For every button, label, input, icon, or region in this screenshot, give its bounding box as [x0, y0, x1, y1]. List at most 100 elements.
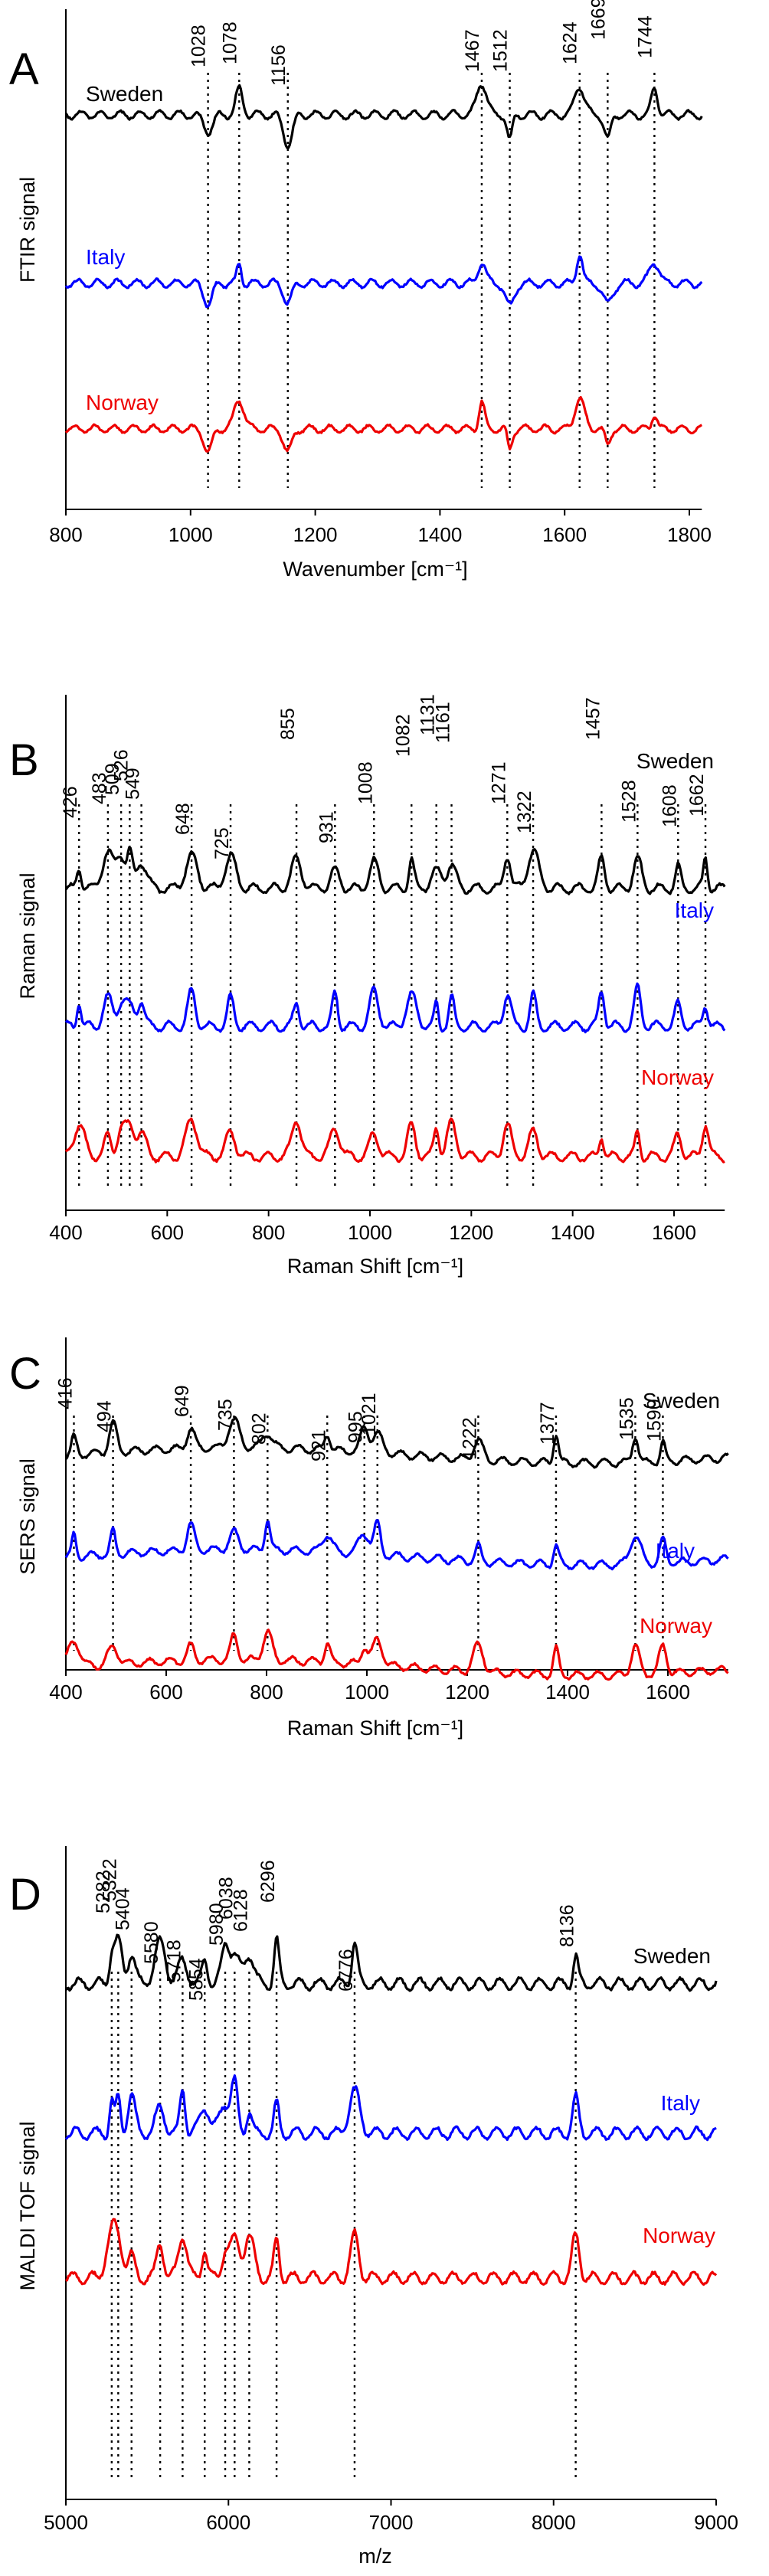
x-tick-label: 800: [250, 1681, 283, 1704]
peak-label: 1669: [587, 0, 609, 40]
x-tick-label: 1400: [417, 523, 462, 546]
peak-label: 509: [102, 763, 123, 795]
legend-italy: Italy: [661, 2091, 700, 2115]
series-sweden-trace: [64, 846, 726, 895]
legend-norway: Norway: [641, 1065, 714, 1089]
peak-label: 1608: [659, 784, 680, 827]
x-tick-label: 1600: [652, 1221, 696, 1244]
series-italy-trace: [64, 982, 726, 1033]
series-sweden-trace: [64, 83, 703, 149]
series-italy-trace: [64, 1519, 729, 1571]
peak-label: 8136: [557, 1904, 578, 1947]
x-tick-label: 1200: [445, 1681, 489, 1704]
legend-norway: Norway: [643, 2224, 715, 2247]
legend-norway: Norway: [640, 1614, 712, 1638]
x-tick-label: 1600: [646, 1681, 690, 1704]
x-tick-label: 6000: [206, 2511, 250, 2534]
series-italy-trace: [64, 2074, 717, 2142]
peak-label: 648: [172, 803, 194, 835]
legend-sweden: Sweden: [86, 82, 163, 106]
peak-label: 549: [123, 768, 144, 800]
peak-label: 1028: [188, 25, 210, 67]
x-tick-label: 1000: [345, 1681, 389, 1704]
peak-label: 1457: [582, 697, 604, 740]
peak-label: 1271: [488, 761, 509, 804]
peak-label: 5404: [113, 1887, 134, 1930]
peak-label: 1624: [560, 21, 581, 64]
x-tick-label: 1800: [667, 523, 712, 546]
x-axis-label: Wavenumber [cm⁻¹]: [283, 558, 467, 581]
legend-sweden: Sweden: [643, 1389, 720, 1412]
panel-letter-B: B: [9, 735, 39, 785]
legend-italy: Italy: [86, 245, 125, 269]
y-axis-label: FTIR signal: [16, 177, 39, 283]
legend-italy: Italy: [656, 1539, 695, 1563]
legend-norway: Norway: [86, 391, 159, 414]
peak-label: 426: [60, 786, 81, 818]
y-axis-label: Raman signal: [16, 872, 39, 999]
x-tick-label: 600: [151, 1221, 184, 1244]
peak-label: 5322: [99, 1858, 120, 1901]
x-tick-label: 9000: [694, 2511, 738, 2534]
legend-italy: Italy: [675, 898, 714, 922]
series-norway-trace: [64, 396, 703, 453]
x-tick-label: 1600: [542, 523, 587, 546]
peak-label: 6038: [215, 1877, 237, 1920]
peak-label: 5980: [206, 1903, 227, 1946]
peak-label: 526: [110, 749, 132, 781]
panel-letter-C: C: [9, 1349, 41, 1399]
peak-label: 1662: [686, 774, 708, 817]
peak-label: 1156: [268, 44, 290, 86]
x-tick-label: 1000: [169, 523, 213, 546]
peak-label: 1131: [417, 694, 439, 735]
x-tick-label: 1400: [551, 1221, 595, 1244]
peak-label: 1078: [219, 21, 241, 64]
series-norway-trace: [64, 1117, 725, 1164]
panel-letter-A: A: [9, 44, 39, 94]
legend-sweden: Sweden: [633, 1944, 711, 1968]
x-tick-label: 1400: [545, 1681, 590, 1704]
x-axis-label: Raman Shift [cm⁻¹]: [287, 1255, 463, 1278]
peak-label: 1467: [462, 29, 483, 72]
peak-label: 1161: [433, 702, 454, 743]
panel-A: A FTIR signal 800 1000 1200 1400 1600 1800 Waven…: [9, 0, 712, 581]
y-axis-label: SERS signal: [16, 1458, 39, 1575]
legend-sweden: Sweden: [636, 749, 714, 773]
series-norway-trace: [65, 2218, 718, 2286]
peak-label: 735: [214, 1399, 236, 1431]
peak-label: 6128: [230, 1889, 251, 1932]
peak-label: 1535: [616, 1397, 637, 1440]
panel-D: D MALDI TOF signal 5000 6000 7000 8000 9000 m/z…: [9, 1846, 738, 2568]
peak-label: 483: [89, 772, 110, 804]
series-italy-trace: [64, 255, 703, 309]
peak-label: 1528: [618, 780, 640, 823]
peak-label: 855: [277, 708, 299, 740]
peak-label: 1590: [643, 1399, 665, 1442]
x-tick-label: 800: [49, 523, 82, 546]
peak-label: 649: [172, 1385, 193, 1417]
y-axis-label: MALDI TOF signal: [16, 2121, 39, 2290]
x-axis-label: m/z: [358, 2545, 392, 2568]
peak-label: 5580: [141, 1921, 162, 1964]
peak-label: 1322: [514, 790, 535, 833]
x-axis-label: Raman Shift [cm⁻¹]: [287, 1717, 463, 1740]
series-norway-trace: [64, 1628, 729, 1681]
x-tick-label: 600: [149, 1681, 182, 1704]
x-tick-label: 400: [49, 1681, 82, 1704]
peak-label: 416: [54, 1377, 76, 1409]
x-tick-label: 1200: [293, 523, 338, 546]
x-tick-label: 1200: [449, 1221, 493, 1244]
series-sweden-trace: [64, 1416, 729, 1469]
x-tick-label: 800: [252, 1221, 285, 1244]
x-tick-label: 7000: [369, 2511, 414, 2534]
x-tick-label: 400: [49, 1221, 82, 1244]
x-tick-label: 5000: [44, 2511, 88, 2534]
peak-label: 931: [316, 811, 337, 843]
peak-label: 1082: [392, 714, 414, 757]
series-sweden-trace: [64, 1933, 718, 1992]
x-tick-label: 1000: [348, 1221, 392, 1244]
x-tick-label: 8000: [532, 2511, 576, 2534]
panel-letter-D: D: [9, 1870, 41, 1920]
panel-C: C SERS signal 400 600 800 1000 1200 1400 1600 Ram…: [9, 1337, 729, 1740]
